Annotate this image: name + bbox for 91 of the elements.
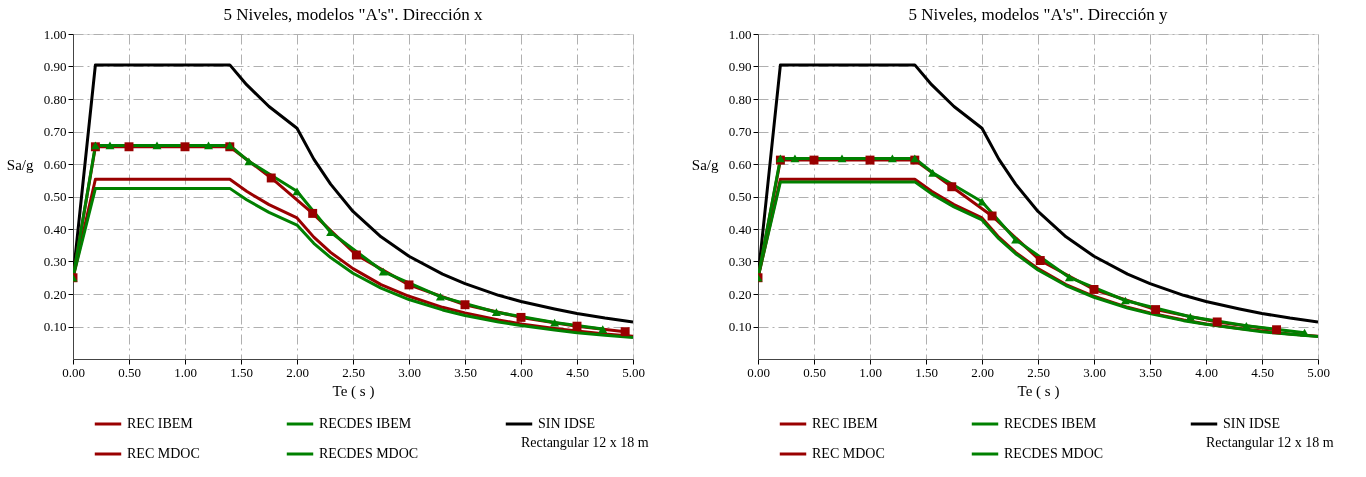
point	[292, 187, 302, 196]
point	[809, 155, 819, 165]
y-tick-label: 0.10	[728, 319, 752, 334]
x-tick-label: 2.50	[342, 364, 365, 380]
point	[977, 197, 987, 206]
x-tick-label: 0.50	[118, 364, 141, 380]
point	[620, 327, 630, 337]
chart-title: 5 Niveles, modelos "A's". Dirección y	[908, 5, 1169, 24]
y-tick-label: 0.60	[728, 156, 752, 172]
point	[124, 142, 134, 152]
point	[244, 157, 254, 166]
line-series	[73, 63, 633, 324]
point	[837, 154, 847, 163]
legend-label: REC IBEM	[127, 416, 194, 431]
x-tick-label: 1.50	[230, 364, 253, 380]
text: Rectangular 12 x 18 m	[521, 435, 649, 450]
legend-label: RECDES IBEM	[319, 416, 412, 431]
x-tick-label: 3.50	[454, 364, 477, 380]
point	[572, 321, 582, 331]
point	[928, 168, 938, 177]
y-tick-label: 0.90	[728, 59, 752, 74]
x-tick-label: 0.00	[62, 364, 85, 380]
y-tick-label: 1.00	[43, 26, 67, 42]
x-tick-label: 0.00	[747, 364, 770, 380]
x-tick-label: 4.50	[1251, 364, 1274, 380]
point	[180, 142, 190, 152]
y-axis-title: Sa/g	[691, 156, 719, 173]
point	[1035, 256, 1045, 265]
x-tick-label: 3.00	[1083, 364, 1106, 380]
legend-label: REC MDOC	[812, 446, 885, 461]
x-tick-label: 3.00	[398, 364, 421, 380]
legend-label: RECDES IBEM	[1004, 416, 1097, 431]
x-tick-label: 4.00	[1195, 364, 1218, 380]
point	[598, 325, 608, 333]
x-tick-label: 5.00	[1307, 364, 1330, 380]
line-series	[758, 63, 1318, 324]
y-tick-label: 0.80	[728, 91, 752, 107]
point	[987, 211, 997, 221]
y-tick-label: 0.10	[43, 319, 67, 334]
point	[351, 250, 361, 260]
x-tick-label: 4.00	[510, 364, 533, 380]
y-axis-title: Sa/g	[6, 156, 34, 173]
point	[516, 312, 526, 322]
point	[865, 155, 875, 165]
y-tick-label: 0.50	[43, 189, 67, 204]
y-tick-label: 0.60	[43, 156, 67, 172]
y-tick-label: 0.70	[728, 124, 752, 139]
x-axis-title: Te ( s )	[332, 382, 375, 400]
y-tick-label: 0.30	[728, 254, 752, 269]
legend-label: REC IBEM	[812, 416, 879, 431]
point	[460, 300, 470, 310]
y-tick-label: 0.20	[43, 286, 67, 302]
y-tick-label: 0.90	[43, 59, 67, 74]
point	[404, 280, 414, 290]
chart-title: 5 Niveles, modelos "A's". Dirección x	[223, 5, 484, 24]
x-tick-label: 1.00	[859, 364, 882, 380]
point	[1151, 305, 1161, 315]
text: Rectangular 12 x 18 m	[1206, 435, 1334, 450]
x-tick-label: 1.00	[174, 364, 197, 380]
legend-label: RECDES MDOC	[319, 446, 419, 461]
y-tick-label: 0.70	[43, 124, 67, 139]
point	[1185, 312, 1195, 321]
point	[1272, 325, 1282, 335]
legend-label: RECDES MDOC	[1004, 446, 1104, 461]
x-tick-label: 5.00	[622, 364, 645, 380]
x-tick-label: 1.50	[915, 364, 938, 380]
point	[266, 173, 276, 183]
y-tick-label: 0.40	[728, 221, 752, 237]
y-tick-label: 0.80	[43, 91, 67, 107]
x-tick-label: 4.50	[566, 364, 589, 380]
x-tick-label: 0.50	[803, 364, 826, 380]
y-tick-label: 0.30	[43, 254, 67, 269]
x-tick-label: 2.00	[971, 364, 994, 380]
y-tick-label: 0.20	[728, 286, 752, 302]
x-tick-label: 3.50	[1139, 364, 1162, 380]
point	[1089, 284, 1099, 294]
point	[491, 308, 501, 317]
legend-label: REC MDOC	[127, 446, 200, 461]
y-tick-label: 0.50	[728, 189, 752, 204]
legend-label: SIN IDSE	[538, 416, 596, 431]
point	[152, 141, 162, 150]
x-tick-label: 2.00	[286, 364, 309, 380]
x-axis-title: Te ( s )	[1017, 382, 1060, 400]
point	[1212, 317, 1222, 327]
point	[947, 182, 957, 192]
x-tick-label: 2.50	[1027, 364, 1050, 380]
y-tick-label: 0.40	[43, 221, 67, 237]
point	[1064, 273, 1074, 282]
legend-label: SIN IDSE	[1223, 416, 1281, 431]
y-tick-label: 1.00	[728, 26, 752, 42]
point	[308, 208, 318, 218]
